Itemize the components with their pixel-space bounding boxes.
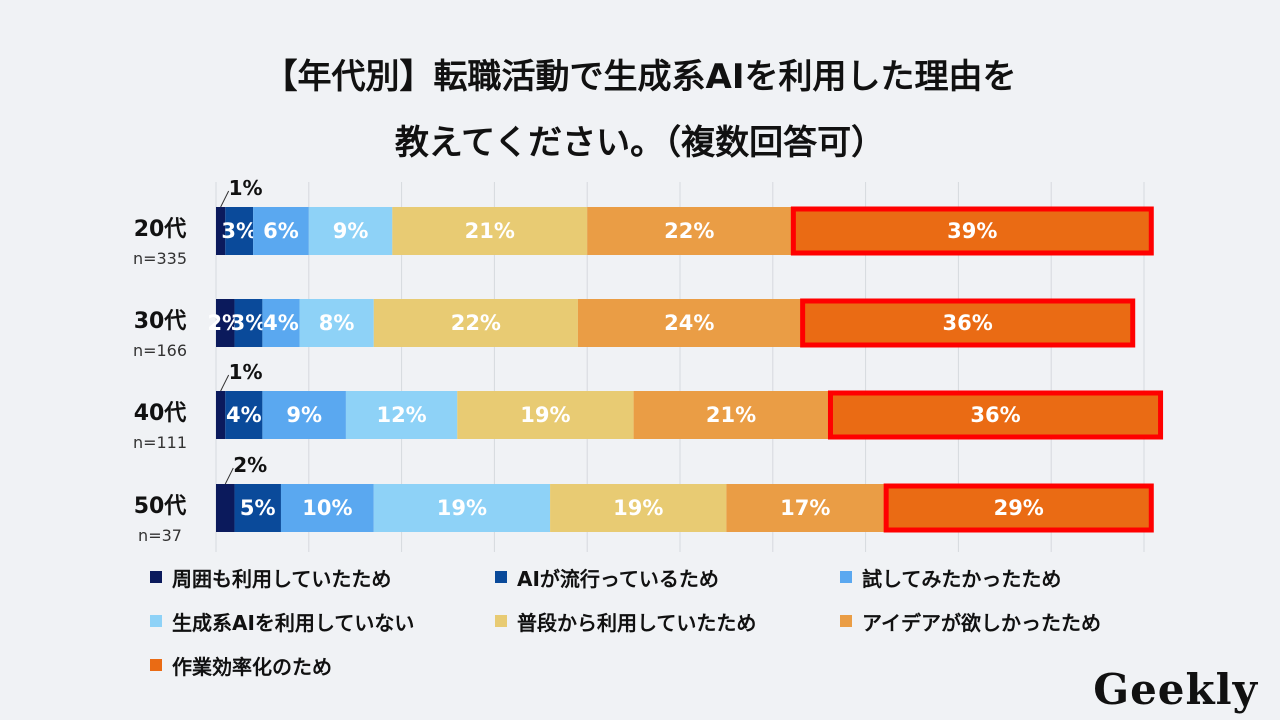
bar-segment [216, 391, 226, 439]
bar-value-label: 36% [970, 403, 1020, 427]
bar-segment [726, 484, 885, 532]
bar-value-label: 19% [613, 496, 663, 520]
bar-value-label: 21% [706, 403, 756, 427]
bar-value-label: 17% [780, 496, 830, 520]
legend-swatch [840, 615, 852, 627]
bar-segment [225, 391, 263, 439]
category-label: 30代 [134, 309, 187, 334]
chart-title-line-2: 教えてください。（複数回答可） [394, 123, 886, 163]
bar-value-label: 9% [286, 403, 322, 427]
bar-value-label: 24% [664, 311, 714, 335]
category-label: 40代 [134, 401, 187, 426]
bar-value-label: 19% [520, 403, 570, 427]
bar-value-label: 29% [994, 496, 1044, 520]
bar-value-label: 1% [229, 360, 263, 384]
bar-value-label: 10% [302, 496, 352, 520]
category-label: 20代 [134, 217, 187, 242]
legend-item: 普段から利用していたため [495, 606, 840, 636]
bar-value-label: 6% [263, 219, 299, 243]
legend-label: 作業効率化のため [172, 654, 332, 679]
bar-segment [216, 484, 235, 532]
bar-segment [262, 391, 346, 439]
legend-swatch [150, 571, 162, 583]
label-leader-line [220, 190, 230, 208]
legend-label: 普段から利用していたため [517, 610, 757, 635]
bar-value-label: 39% [947, 219, 997, 243]
bar-value-label: 1% [229, 176, 263, 200]
bar-segment [345, 391, 458, 439]
label-leader-line [224, 467, 234, 485]
category-sample-size: n=111 [133, 433, 187, 452]
category-label: 50代 [134, 494, 187, 519]
bar-value-label: 21% [465, 219, 515, 243]
bar-value-label: 3% [221, 219, 257, 243]
label-leader-line [220, 374, 230, 392]
legend-swatch [150, 659, 162, 671]
legend-swatch [495, 571, 507, 583]
bar-value-label: 36% [943, 311, 993, 335]
bar-segment [587, 207, 792, 255]
bar-segment [577, 299, 801, 347]
legend-item: アイデアが欲しかったため [840, 606, 1185, 636]
bar-segment [633, 391, 829, 439]
legend-label: アイデアが欲しかったため [862, 610, 1101, 635]
bar-segment [828, 391, 1163, 439]
chart-title-line-1: 【年代別】転職活動で生成系AIを利用した理由を [263, 57, 1017, 97]
legend-label: 生成系AIを利用していない [172, 610, 415, 635]
legend-label: AIが流行っているため [517, 566, 719, 591]
category-sample-size: n=166 [133, 341, 187, 360]
bar-segment [457, 391, 634, 439]
bar-segment [262, 299, 300, 347]
legend-item: 生成系AIを利用していない [150, 606, 495, 636]
legend-item: 作業効率化のため [150, 650, 495, 680]
chart-legend: 周囲も利用していたため AIが流行っているため 試してみたかったため生成系AIを利用… [150, 562, 1230, 680]
bar-segment [216, 299, 235, 347]
legend-item: 試してみたかったため [840, 562, 1185, 592]
category-sample-size: n=37 [138, 526, 182, 545]
bar-segment [800, 299, 1135, 347]
bar-value-label: 19% [437, 496, 487, 520]
legend-item: 周囲も利用していたため [150, 562, 495, 592]
bar-segment [234, 299, 263, 347]
bar-value-label: 22% [664, 219, 714, 243]
bar-segment [550, 484, 727, 532]
bar-segment [216, 207, 226, 255]
bar-segment [299, 299, 374, 347]
bar-segment [308, 207, 393, 255]
highlight-frame [883, 483, 1154, 533]
bar-value-label: 9% [333, 219, 369, 243]
highlight-frame [800, 298, 1136, 348]
bar-segment [225, 207, 254, 255]
chart-title: 【年代別】転職活動で生成系AIを利用した理由を 教えてください。（複数回答可） [0, 44, 1280, 176]
highlight-frame [827, 390, 1164, 440]
bar-segment [253, 207, 309, 255]
legend-label: 試してみたかったため [862, 566, 1062, 591]
legend-swatch [840, 571, 852, 583]
bar-value-label: 3% [231, 311, 267, 335]
bar-value-label: 2% [233, 453, 267, 477]
bar-value-label: 4% [226, 403, 262, 427]
bar-segment [791, 207, 1154, 255]
bar-value-label: 12% [376, 403, 426, 427]
legend-item: AIが流行っているため [495, 562, 840, 592]
bar-segment [392, 207, 588, 255]
bar-value-label: 5% [240, 496, 276, 520]
highlight-frame [790, 206, 1154, 256]
legend-swatch [150, 615, 162, 627]
bar-segment [373, 484, 551, 532]
bar-value-label: 22% [451, 311, 501, 335]
bar-segment [373, 299, 578, 347]
category-sample-size: n=335 [133, 249, 187, 268]
brand-logo: Geekly [1093, 665, 1258, 714]
bar-segment [234, 484, 281, 532]
bar-segment [884, 484, 1154, 532]
bar-value-label: 8% [319, 311, 355, 335]
bar-value-label: 4% [263, 311, 299, 335]
legend-swatch [495, 615, 507, 627]
legend-label: 周囲も利用していたため [172, 566, 392, 591]
bar-segment [280, 484, 374, 532]
